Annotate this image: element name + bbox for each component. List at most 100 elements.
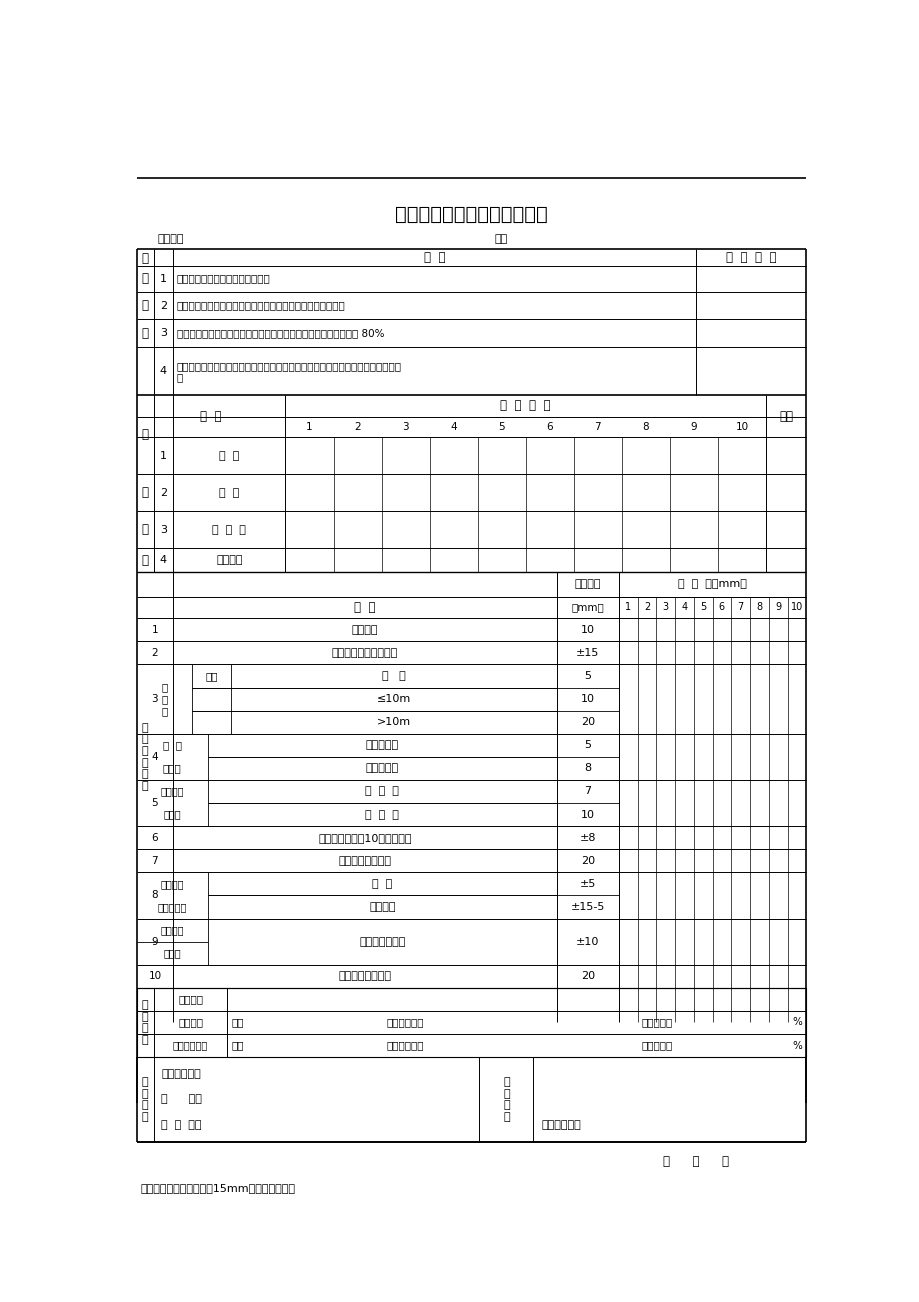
Text: 4: 4	[160, 555, 167, 565]
Text: 年      月      日: 年 月 日	[663, 1155, 729, 1168]
Text: 9: 9	[775, 603, 780, 612]
Text: 8: 8	[755, 603, 762, 612]
Text: 2: 2	[643, 603, 650, 612]
Text: 9: 9	[690, 422, 697, 432]
Text: 8: 8	[152, 891, 158, 901]
Text: 工程负责人：: 工程负责人：	[162, 1069, 201, 1079]
Text: 清水墙面: 清水墙面	[216, 555, 243, 565]
Text: ±15-5: ±15-5	[570, 902, 605, 911]
Text: 砌砖分项工程质量检验评定表: 砌砖分项工程质量检验评定表	[394, 204, 548, 224]
Text: 保证项目: 保证项目	[178, 995, 203, 1004]
Text: 4: 4	[160, 366, 167, 376]
Text: （后塞口）: （后塞口）	[157, 902, 187, 911]
Text: ±10: ±10	[575, 936, 599, 947]
Text: （宽度、深度）: （宽度、深度）	[358, 936, 405, 947]
Text: 1: 1	[160, 450, 166, 461]
Text: 2: 2	[160, 488, 167, 497]
Text: 平  面: 平 面	[163, 741, 182, 750]
Text: 项: 项	[142, 523, 149, 536]
Text: 工程名称: 工程名称	[157, 234, 184, 245]
Text: 20: 20	[580, 855, 595, 866]
Text: 质  量  情  况: 质 量 情 况	[725, 250, 776, 263]
Text: 项，优良率: 项，优良率	[641, 1017, 673, 1027]
Text: 10: 10	[580, 625, 594, 635]
Text: 门窗洞口: 门窗洞口	[161, 879, 184, 889]
Text: 5: 5	[584, 671, 591, 681]
Text: 10: 10	[580, 694, 594, 704]
Text: 实  测  值（mm）: 实 测 值（mm）	[677, 579, 746, 590]
Text: 1: 1	[306, 422, 312, 432]
Text: 保: 保	[142, 253, 149, 266]
Text: 20: 20	[580, 971, 595, 982]
Text: 允许偏差: 允许偏差	[573, 579, 600, 590]
Text: 3: 3	[662, 603, 668, 612]
Text: 班  组  长：: 班 组 长：	[162, 1120, 202, 1130]
Text: 接  槎: 接 槎	[219, 488, 239, 497]
Text: 平整度: 平整度	[163, 763, 182, 773]
Text: （mm）: （mm）	[571, 603, 604, 612]
Text: 3: 3	[152, 694, 158, 704]
Text: 2: 2	[160, 301, 167, 311]
Text: 基础和墙砌体顶面标高: 基础和墙砌体顶面标高	[332, 648, 398, 658]
Text: 基: 基	[142, 428, 149, 441]
Text: 10: 10	[790, 603, 802, 612]
Text: 质量检查员：: 质量检查员：	[540, 1120, 581, 1130]
Text: 1: 1	[624, 603, 630, 612]
Text: 4: 4	[681, 603, 686, 612]
Text: 构  造  柱: 构 造 柱	[212, 525, 246, 535]
Text: 砖的品种、标号必须符合设计要求: 砖的品种、标号必须符合设计要求	[176, 273, 270, 284]
Text: 目: 目	[142, 327, 149, 340]
Text: 5: 5	[152, 798, 158, 809]
Text: 7: 7	[152, 855, 158, 866]
Text: 4: 4	[152, 751, 158, 762]
Text: 柱截面: 柱截面	[164, 948, 181, 958]
Text: 项: 项	[142, 299, 149, 312]
Text: 3: 3	[160, 525, 166, 535]
Text: 目: 目	[142, 553, 149, 566]
Text: 清水墙面游丁走缝: 清水墙面游丁走缝	[338, 855, 391, 866]
Text: 门口高度: 门口高度	[369, 902, 395, 911]
Text: 点，其中合格: 点，其中合格	[386, 1040, 424, 1051]
Text: 允
许
偏
差
项
目: 允 许 偏 差 项 目	[142, 723, 148, 790]
Text: 6: 6	[546, 422, 552, 432]
Text: 混  水  墙: 混 水 墙	[365, 810, 399, 819]
Text: 3: 3	[402, 422, 408, 432]
Text: 本: 本	[142, 486, 149, 499]
Text: 7: 7	[594, 422, 600, 432]
Text: 砌体砂浆必须密实饱满，实心砖砌体水平灰缝的砂浆饱满度不不于 80%: 砌体砂浆必须密实饱满，实心砖砌体水平灰缝的砂浆饱满度不不于 80%	[176, 328, 384, 339]
Text: 核
定
等
级: 核 定 等 级	[503, 1077, 509, 1122]
Text: 5: 5	[584, 741, 591, 750]
Text: 20: 20	[580, 717, 595, 728]
Text: ±15: ±15	[575, 648, 599, 658]
Text: 2: 2	[152, 648, 158, 658]
Text: 工      长：: 工 长：	[162, 1095, 202, 1104]
Text: 9: 9	[152, 936, 158, 947]
Text: 1: 1	[152, 625, 158, 635]
Text: 7: 7	[584, 786, 591, 797]
Text: 证: 证	[142, 272, 149, 285]
Text: 3: 3	[160, 328, 166, 339]
Text: 水平灰缝: 水平灰缝	[161, 786, 184, 797]
Text: 8: 8	[584, 763, 591, 773]
Text: 每   层: 每 层	[381, 671, 405, 681]
Text: 轴线位移: 轴线位移	[351, 625, 378, 635]
Text: 清水墙、柱: 清水墙、柱	[366, 741, 399, 750]
Text: 6: 6	[152, 833, 158, 842]
Text: 7: 7	[737, 603, 743, 612]
Text: %: %	[791, 1017, 801, 1027]
Text: ≤10m: ≤10m	[377, 694, 411, 704]
Text: 平直度: 平直度	[164, 810, 181, 819]
Text: 垂
直
度: 垂 直 度	[162, 682, 167, 716]
Text: 4: 4	[450, 422, 457, 432]
Text: 6: 6	[718, 603, 724, 612]
Text: 项  目: 项 目	[424, 250, 445, 263]
Text: ±5: ±5	[579, 879, 596, 889]
Text: 外墙的转角处严禁留直槎，其他临时时间断处，留槎的做法必须符合施工规范的规
定: 外墙的转角处严禁留直槎，其他临时时间断处，留槎的做法必须符合施工规范的规 定	[176, 361, 402, 383]
Text: >10m: >10m	[377, 717, 411, 728]
Text: 项  目: 项 目	[354, 602, 375, 615]
Text: 2: 2	[354, 422, 360, 432]
Text: 实测: 实测	[231, 1040, 244, 1051]
Text: 混水墙、柱: 混水墙、柱	[366, 763, 399, 773]
Text: 5: 5	[498, 422, 505, 432]
Text: 部位: 部位	[494, 234, 507, 245]
